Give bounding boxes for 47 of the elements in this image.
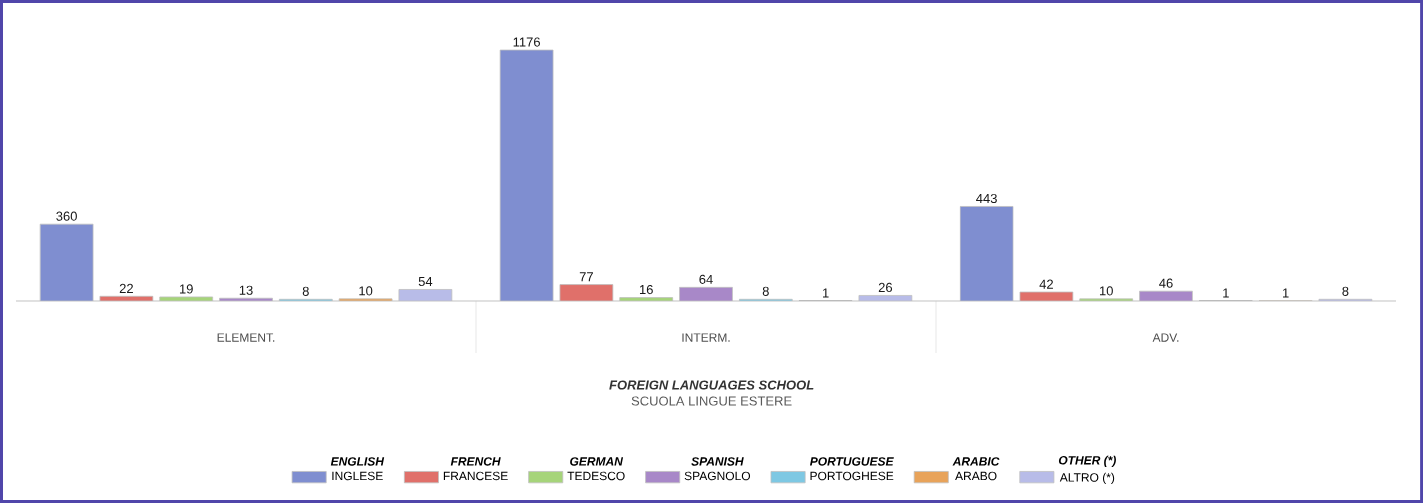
- text: FOREIGN LANGUAGES SCHOOL: [609, 380, 814, 390]
- data-label: 10: [1099, 286, 1113, 296]
- bar: [99, 295, 154, 301]
- legend-label: SPAGNOLO: [684, 471, 751, 481]
- data-label: 1176: [513, 37, 540, 47]
- legend-label: TEDESCO: [567, 471, 625, 481]
- text: ENGLISH: [330, 457, 385, 466]
- data-label: 8: [302, 286, 309, 296]
- data-label: 46: [1159, 278, 1173, 288]
- text: GERMAN: [570, 457, 624, 466]
- bar: [219, 297, 273, 301]
- data-label: 77: [579, 272, 593, 282]
- text: ARABIC: [952, 457, 1000, 466]
- data-label: 42: [1039, 279, 1053, 289]
- data-label: 1: [823, 288, 829, 298]
- data-label: 64: [699, 274, 713, 284]
- data-label: 26: [878, 282, 893, 293]
- data-label: 54: [418, 277, 433, 287]
- text: SCUOLA LINGUE ESTERE: [631, 396, 792, 406]
- legend-label: INGLESE: [332, 471, 383, 481]
- data-label: 8: [1342, 286, 1349, 296]
- data-label: 16: [639, 284, 653, 295]
- text: FRENCH: [450, 457, 501, 466]
- bar: [559, 284, 614, 301]
- data-label: 360: [56, 211, 77, 221]
- legend-label: PORTOGHESE: [810, 471, 894, 481]
- text: PORTUGUESE: [809, 457, 894, 466]
- x-tick-label: INTERM.: [682, 333, 730, 342]
- x-tick-label: ADV.: [1152, 333, 1179, 342]
- data-label: 10: [359, 286, 373, 296]
- data-label: 1: [1283, 288, 1289, 298]
- bar: [1079, 298, 1134, 301]
- x-tick-label: ELEMENT.: [217, 333, 275, 342]
- data-label: 13: [239, 285, 253, 295]
- data-label: 19: [179, 284, 193, 294]
- legend-label: ARABO: [955, 471, 997, 481]
- bar: [619, 297, 674, 301]
- data-label: 22: [119, 283, 133, 293]
- data-label: 8: [762, 286, 769, 296]
- legend-label: ALTRO (*): [1059, 472, 1115, 485]
- text: OTHER (*): [1058, 455, 1116, 467]
- text: SPANISH: [691, 457, 744, 466]
- bar: [959, 206, 1014, 301]
- data-label: 443: [976, 193, 997, 204]
- data-label: 1: [1223, 288, 1229, 298]
- bar: [338, 298, 393, 301]
- legend-label: FRANCESE: [443, 471, 508, 481]
